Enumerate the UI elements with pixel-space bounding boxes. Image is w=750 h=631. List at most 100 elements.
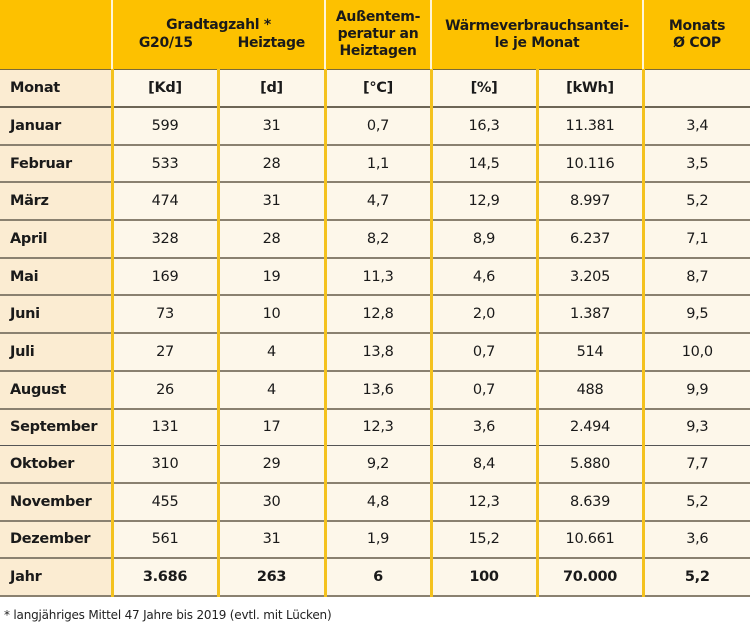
unit-kwh: [kWh] <box>535 69 644 108</box>
heiztage-cell: 31 <box>216 520 326 560</box>
kwh-cell: 8.997 <box>535 182 644 222</box>
heiztage-cell: 28 <box>216 144 326 184</box>
temperatur-cell: 4,7 <box>323 182 432 222</box>
table-row: Oktober 310 29 9,2 8,4 5.880 7,7 <box>0 445 750 484</box>
cop-cell: 7,1 <box>641 220 750 259</box>
month-cell: Juli <box>0 333 112 372</box>
header-waerme-line1: Wärmeverbrauchsantei- <box>445 17 629 34</box>
kwh-cell: 10.661 <box>535 520 644 560</box>
heiztage-cell: 29 <box>216 445 326 484</box>
header-aussentemp-line1: Außentem- <box>335 9 421 25</box>
heiztage-cell: 31 <box>216 182 326 222</box>
gradtagzahl-cell: 73 <box>110 295 218 335</box>
unit-cop <box>641 69 750 108</box>
total-cop-cell: 5,2 <box>641 557 750 597</box>
temperatur-cell: 12,3 <box>323 408 432 447</box>
gradtagzahl-cell: 26 <box>110 370 218 410</box>
month-cell: Oktober <box>0 445 112 484</box>
total-row: Jahr 3.686 263 6 100 70.000 5,2 <box>0 557 750 597</box>
temperatur-cell: 9,2 <box>323 445 432 484</box>
header-cop: Monats Ø COP <box>642 0 750 70</box>
month-cell: Mai <box>0 257 112 297</box>
table-row: Mai 169 19 11,3 4,6 3.205 8,7 <box>0 257 750 297</box>
month-cell: Januar <box>0 107 112 146</box>
month-cell: November <box>0 482 112 522</box>
temperatur-cell: 1,9 <box>323 520 432 560</box>
temperatur-cell: 0,7 <box>323 107 432 146</box>
percent-cell: 0,7 <box>429 370 538 410</box>
table-row: Juni 73 10 12,8 2,0 1.387 9,5 <box>0 295 750 335</box>
unit-kd: [Kd] <box>110 69 218 108</box>
header-waermeverbrauch: Wärmeverbrauchsantei- le je Monat <box>430 0 644 70</box>
unit-c: [°C] <box>323 69 432 108</box>
month-cell: April <box>0 220 112 259</box>
gradtagzahl-cell: 474 <box>110 182 218 222</box>
temperatur-cell: 13,6 <box>323 370 432 410</box>
month-cell: August <box>0 370 112 410</box>
percent-cell: 15,2 <box>429 520 538 560</box>
table-row: Dezember 561 31 1,9 15,2 10.661 3,6 <box>0 520 750 560</box>
table-row: März 474 31 4,7 12,9 8.997 5,2 <box>0 182 750 222</box>
total-temperatur-cell: 6 <box>323 557 432 597</box>
heiztage-cell: 10 <box>216 295 326 335</box>
cop-cell: 7,7 <box>641 445 750 484</box>
cop-cell: 3,6 <box>641 520 750 560</box>
kwh-cell: 8.639 <box>535 482 644 522</box>
month-cell: Juni <box>0 295 112 335</box>
kwh-cell: 488 <box>535 370 644 410</box>
gradtagzahl-cell: 27 <box>110 333 218 372</box>
header-gradtagzahl: Gradtagzahl * G20/15 Heiztage <box>110 0 326 70</box>
kwh-cell: 2.494 <box>535 408 644 447</box>
gradtagzahl-cell: 455 <box>110 482 218 522</box>
table-row: Februar 533 28 1,1 14,5 10.116 3,5 <box>0 144 750 184</box>
kwh-cell: 5.880 <box>535 445 644 484</box>
cop-cell: 5,2 <box>641 482 750 522</box>
gradtagzahl-cell: 328 <box>110 220 218 259</box>
kwh-cell: 10.116 <box>535 144 644 184</box>
cop-cell: 9,9 <box>641 370 750 410</box>
percent-cell: 8,9 <box>429 220 538 259</box>
cop-cell: 10,0 <box>641 333 750 372</box>
header-aussentemp-line3: Heiztagen <box>339 43 417 59</box>
units-row: Monat [Kd] [d] [°C] [%] [kWh] <box>0 69 750 108</box>
gradtagzahl-cell: 310 <box>110 445 218 484</box>
header-cop-line1: Monats <box>668 17 726 34</box>
temperatur-cell: 12,8 <box>323 295 432 335</box>
gradtagzahl-cell: 599 <box>110 107 218 146</box>
temperatur-cell: 4,8 <box>323 482 432 522</box>
kwh-cell: 514 <box>535 333 644 372</box>
header-gradtagzahl-title: Gradtagzahl * <box>166 17 271 33</box>
heiztage-cell: 4 <box>216 333 326 372</box>
unit-pct: [%] <box>429 69 538 108</box>
cop-cell: 9,3 <box>641 408 750 447</box>
kwh-cell: 11.381 <box>535 107 644 146</box>
percent-cell: 16,3 <box>429 107 538 146</box>
header-g2015: G20/15 <box>138 35 193 51</box>
table-row: April 328 28 8,2 8,9 6.237 7,1 <box>0 220 750 259</box>
total-kwh-cell: 70.000 <box>535 557 644 597</box>
total-month-cell: Jahr <box>0 557 112 597</box>
month-cell: März <box>0 182 112 222</box>
percent-cell: 8,4 <box>429 445 538 484</box>
heiztage-cell: 31 <box>216 107 326 146</box>
heiztage-cell: 30 <box>216 482 326 522</box>
cop-cell: 8,7 <box>641 257 750 297</box>
table-row: November 455 30 4,8 12,3 8.639 5,2 <box>0 482 750 522</box>
cop-cell: 3,4 <box>641 107 750 146</box>
percent-cell: 12,9 <box>429 182 538 222</box>
percent-cell: 12,3 <box>429 482 538 522</box>
cop-cell: 5,2 <box>641 182 750 222</box>
percent-cell: 0,7 <box>429 333 538 372</box>
heiztage-cell: 17 <box>216 408 326 447</box>
month-cell: Dezember <box>0 520 112 560</box>
cop-cell: 3,5 <box>641 144 750 184</box>
total-heiztage-cell: 263 <box>216 557 326 597</box>
total-percent-cell: 100 <box>429 557 538 597</box>
header-heiztage: Heiztage <box>237 35 306 51</box>
heiztage-cell: 19 <box>216 257 326 297</box>
temperatur-cell: 13,8 <box>323 333 432 372</box>
footnote: * langjähriges Mittel 47 Jahre bis 2019 … <box>4 608 332 622</box>
heiztage-cell: 28 <box>216 220 326 259</box>
percent-cell: 14,5 <box>429 144 538 184</box>
gradtagzahl-cell: 169 <box>110 257 218 297</box>
